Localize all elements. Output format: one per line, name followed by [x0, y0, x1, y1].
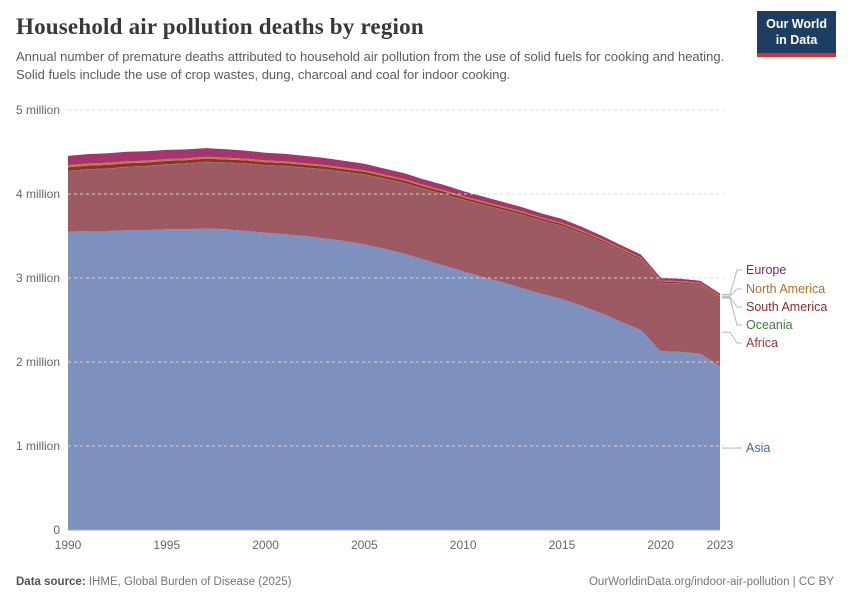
data-source: Data source: IHME, Global Burden of Dise… — [16, 576, 292, 588]
x-tick-label: 1990 — [55, 538, 82, 552]
x-tick-label: 1995 — [153, 538, 180, 552]
owid-logo-line2: in Data — [775, 32, 818, 47]
y-tick-label: 4 million — [16, 187, 60, 201]
chart-area: 0 1 million 2 million 3 million 4 million 5 m… — [0, 98, 850, 564]
data-source-label: Data source: — [16, 576, 86, 588]
stacked-area-chart: 0 1 million 2 million 3 million 4 million 5 m… — [16, 103, 827, 552]
legend-label-europe[interactable]: Europe — [746, 263, 786, 277]
legend-connector-oceania — [722, 297, 742, 326]
y-tick-label: 1 million — [16, 439, 60, 453]
legend-label-north-america[interactable]: North America — [746, 282, 825, 296]
chart-header: Household air pollution deaths by region… — [0, 0, 850, 84]
y-tick-label: 5 million — [16, 103, 60, 117]
data-source-text: IHME, Global Burden of Disease (2025) — [85, 576, 292, 588]
page-title: Household air pollution deaths by region — [16, 14, 424, 39]
x-tick-label: 2000 — [252, 538, 279, 552]
area-africa[interactable] — [68, 162, 720, 367]
legend-connector-africa — [722, 331, 742, 344]
x-tick-label: 2015 — [549, 538, 576, 552]
chart-footer: Data source: IHME, Global Burden of Dise… — [16, 576, 834, 588]
y-tick-label: 3 million — [16, 271, 60, 285]
owid-logo-line1: Our World — [766, 17, 827, 31]
legend-label-africa[interactable]: Africa — [746, 336, 778, 350]
y-tick-label: 0 — [53, 523, 60, 537]
legend-connector-north-america — [722, 288, 742, 297]
x-tick-label: 2005 — [351, 538, 378, 552]
chart-subtitle: Annual number of premature deaths attrib… — [16, 49, 725, 83]
footer-link[interactable]: OurWorldinData.org/indoor-air-pollution … — [588, 576, 834, 588]
y-tick-label: 2 million — [16, 355, 60, 369]
x-tick-label: 2010 — [450, 538, 477, 552]
legend-label-asia[interactable]: Asia — [746, 441, 770, 455]
legend-connector-europe — [722, 269, 742, 295]
legend-connector-south-america — [722, 296, 742, 308]
area-asia[interactable] — [68, 228, 720, 530]
owid-logo[interactable]: Our World in Data — [757, 11, 836, 58]
legend-label-oceania[interactable]: Oceania — [746, 318, 793, 332]
legend-label-south-america[interactable]: South America — [746, 300, 827, 314]
x-tick-label: 2020 — [647, 538, 674, 552]
x-tick-label: 2023 — [707, 538, 734, 552]
